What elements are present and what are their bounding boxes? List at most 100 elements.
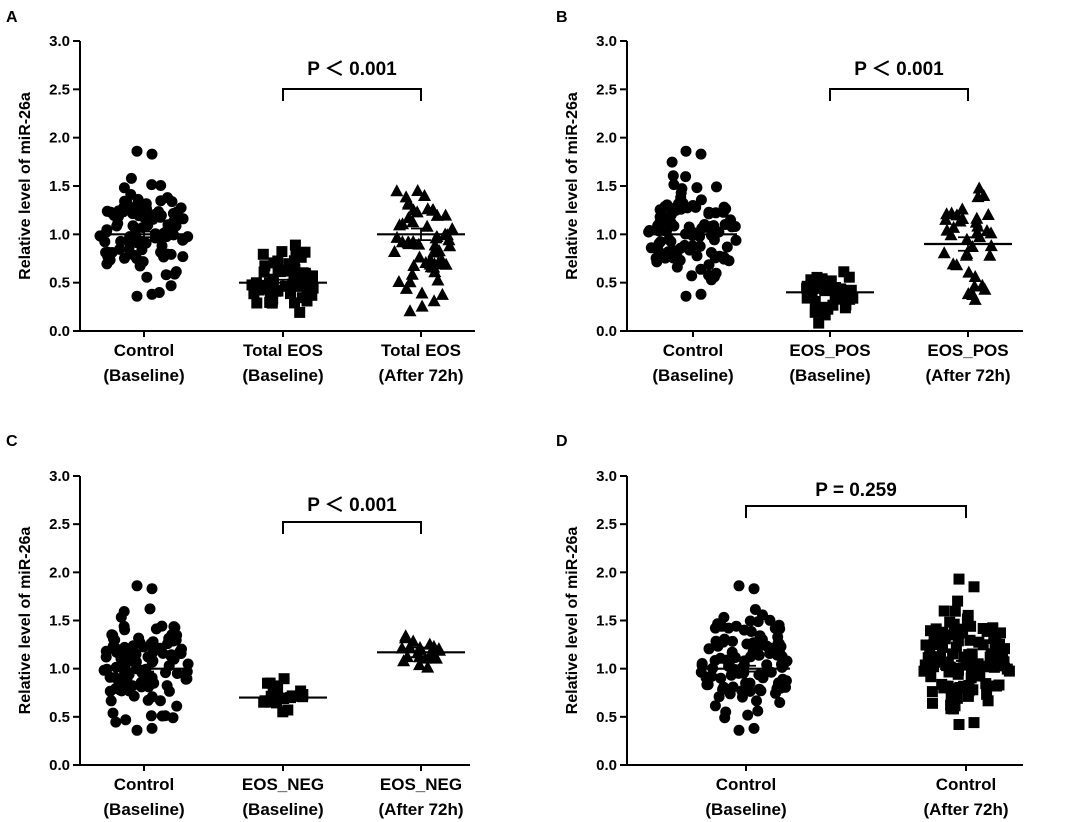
data-point (983, 248, 997, 261)
data-point (144, 603, 156, 615)
significance-bracket: P ＜ 0.001 (282, 59, 422, 101)
data-point (949, 700, 961, 712)
data-point (691, 182, 703, 194)
data-point (981, 208, 995, 220)
category-label-line1: EOS_NEG (242, 775, 324, 794)
data-point (111, 643, 123, 655)
data-point (733, 580, 745, 592)
data-point (985, 661, 997, 673)
data-point (710, 635, 722, 647)
data-point (695, 148, 707, 160)
data-point (301, 284, 313, 296)
data-point (940, 207, 954, 220)
y-tick-label: 1.0 (596, 226, 617, 243)
data-point (113, 207, 125, 219)
data-point (744, 685, 756, 697)
data-point (288, 255, 300, 267)
group-0: Control (Baseline) (643, 145, 742, 385)
data-point (965, 620, 977, 632)
data-point (695, 194, 707, 206)
data-point (169, 268, 181, 280)
data-point (177, 251, 189, 263)
data-point (427, 245, 441, 258)
data-point (710, 207, 722, 219)
data-point (955, 202, 969, 215)
data-point (125, 172, 137, 184)
y-tick-label: 2.0 (596, 564, 617, 581)
data-point (95, 230, 107, 242)
data-point (266, 297, 278, 309)
data-point (147, 213, 159, 225)
data-point (268, 257, 280, 269)
data-point (415, 286, 429, 299)
data-point (405, 267, 419, 280)
data-point (957, 623, 969, 635)
data-point (694, 240, 706, 252)
data-point (108, 633, 119, 645)
data-point (110, 661, 122, 673)
data-point (774, 697, 786, 708)
data-point (835, 292, 847, 304)
data-point (756, 634, 768, 645)
data-point (708, 271, 720, 283)
data-point (706, 670, 718, 682)
category-label-line2: (After 72h) (925, 366, 1010, 385)
data-point (945, 688, 957, 700)
category-label-line2: (Baseline) (652, 366, 733, 385)
data-point (402, 235, 416, 248)
panel-letter: D (556, 433, 568, 450)
data-point (811, 271, 823, 283)
data-point (703, 259, 715, 271)
data-point (817, 301, 829, 313)
data-point (666, 156, 678, 168)
data-point (965, 240, 979, 252)
category-label-line2: (Baseline) (242, 366, 323, 385)
group-0: Control (Baseline) (98, 580, 194, 819)
data-point (412, 237, 426, 250)
data-point (757, 609, 768, 621)
y-tick-label: 2.5 (596, 81, 617, 98)
data-point (937, 626, 948, 638)
data-point (181, 673, 193, 685)
category-label-line1: Control (936, 775, 996, 794)
y-tick-label: 1.5 (596, 178, 617, 195)
group-2: EOS_NEG (After 72h) (377, 629, 465, 819)
bracket-line (745, 505, 967, 518)
data-point (251, 297, 263, 309)
data-point (131, 724, 143, 736)
p-value-label: P = 0.259 (815, 480, 897, 501)
data-point (146, 148, 158, 160)
data-point (146, 288, 158, 300)
data-point (822, 278, 834, 290)
data-point (392, 275, 406, 287)
data-point (960, 232, 974, 245)
data-point (100, 247, 112, 258)
data-point (131, 580, 143, 592)
data-point (997, 654, 1009, 666)
panel-c: C 0.0 0.5 1.0 1.5 2.0 2.5 3.0 Relative level of … (6, 433, 470, 819)
data-point (953, 214, 967, 227)
data-point (407, 259, 421, 271)
y-tick-label: 3.0 (596, 33, 617, 50)
y-tick-label: 1.0 (49, 661, 70, 678)
data-point (155, 195, 167, 207)
data-point (276, 246, 288, 258)
data-point (949, 605, 961, 617)
data-point (844, 293, 856, 305)
significance-bracket: P ＜ 0.001 (282, 495, 422, 534)
p-value-label: P ＜ 0.001 (307, 59, 397, 80)
data-point (960, 654, 972, 666)
data-point (950, 663, 962, 675)
data-point (972, 181, 986, 194)
data-point (388, 245, 401, 257)
data-point (294, 306, 306, 318)
group-1: Total EOS (Baseline) (239, 239, 327, 385)
group-1: Control (After 72h) (918, 573, 1015, 819)
data-point (748, 583, 760, 595)
data-point (167, 208, 179, 219)
data-point (935, 651, 946, 663)
y-tick-label: 1.5 (596, 613, 617, 630)
data-point (128, 690, 140, 702)
data-point (922, 652, 934, 664)
data-point (971, 219, 985, 232)
